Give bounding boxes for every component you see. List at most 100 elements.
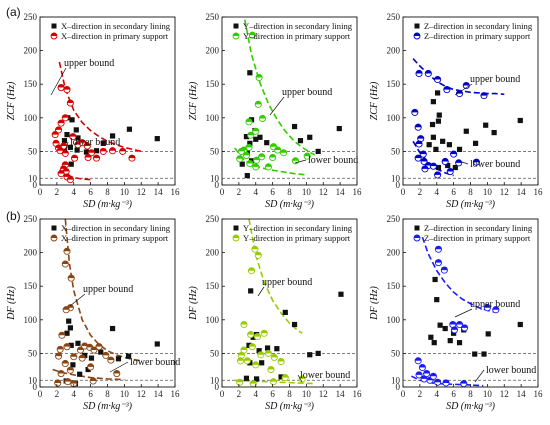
- primary-support-point-fill: [57, 147, 64, 151]
- y-axis-label: ZCF (Hz): [369, 81, 380, 120]
- primary-support-point-fill: [240, 321, 248, 325]
- primary-support-point-fill: [248, 267, 255, 271]
- y-tick-label: 200: [387, 46, 401, 56]
- x-tick-label: 12: [500, 187, 509, 197]
- primary-support-point-fill: [460, 380, 467, 384]
- primary-support-point-fill: [245, 144, 253, 148]
- legend-label-secondary: X–direction in secondary lining: [61, 21, 171, 31]
- x-tick-label: 10: [483, 187, 493, 197]
- x-tick-label: 16: [353, 389, 363, 399]
- lower-bound-label: lower bound: [470, 159, 520, 170]
- primary-support-point-fill: [86, 344, 93, 348]
- primary-support-point-fill: [70, 380, 77, 384]
- secondary-lining-point: [472, 351, 478, 357]
- primary-support-point-fill: [415, 371, 423, 375]
- secondary-lining-point: [428, 334, 434, 340]
- secondary-lining-point: [291, 123, 298, 130]
- primary-support-point-fill: [247, 132, 254, 136]
- secondary-lining-point: [483, 122, 489, 128]
- x-tick-label: 8: [468, 187, 473, 197]
- secondary-lining-point: [246, 342, 252, 348]
- secondary-lining-point: [154, 136, 160, 142]
- primary-support-point-fill: [62, 114, 69, 118]
- primary-support-point-fill: [461, 324, 468, 328]
- y-axis-label: DF (Hz): [369, 286, 380, 321]
- legend-marker-secondary: [414, 23, 420, 29]
- x-tick-label: 4: [72, 389, 77, 399]
- lower-bound-arrow: [474, 369, 485, 383]
- secondary-lining-point: [253, 376, 260, 382]
- primary-support-point-fill: [62, 360, 69, 364]
- secondary-lining-point: [69, 117, 75, 123]
- x-tick-label: 0: [220, 389, 225, 399]
- secondary-lining-point: [257, 134, 263, 140]
- lower-bound-arrow: [297, 374, 303, 383]
- y-tick-label: 0: [33, 382, 38, 392]
- primary-support-point-fill: [81, 342, 88, 347]
- primary-support-point-fill: [434, 171, 441, 175]
- secondary-lining-point: [481, 351, 487, 357]
- x-tick-label: 2: [237, 187, 242, 197]
- secondary-lining-point: [485, 331, 491, 337]
- secondary-lining-point: [491, 129, 497, 136]
- secondary-lining-point: [109, 325, 116, 332]
- secondary-lining-point: [436, 112, 442, 118]
- primary-support-point-fill: [100, 148, 107, 152]
- primary-support-point-fill: [69, 133, 77, 137]
- secondary-lining-point: [93, 148, 100, 154]
- primary-support-point-fill: [93, 155, 100, 159]
- y-tick-label: 50: [210, 348, 220, 358]
- plot-frame: [39, 16, 176, 186]
- x-tick-label: 10: [302, 389, 312, 399]
- primary-support-point-fill: [249, 343, 256, 347]
- secondary-lining-point: [73, 127, 79, 133]
- legend-label-primary: Z–direction in primary support: [424, 31, 531, 41]
- primary-support-point-fill: [84, 142, 91, 147]
- secondary-lining-point: [244, 172, 250, 179]
- legend-label-secondary: Z–direction in secondary lining: [424, 21, 533, 31]
- x-axis-label: SD (m·kg⁻³): [446, 199, 495, 210]
- figure-label-a: (a): [6, 5, 21, 19]
- upper-bound-label: upper bound: [470, 299, 520, 310]
- primary-support-point-fill: [442, 379, 450, 383]
- x-tick-label: 16: [171, 389, 181, 399]
- x-tick-label: 14: [154, 187, 164, 197]
- legend-marker-secondary: [51, 225, 57, 231]
- primary-support-point-fill: [415, 140, 423, 145]
- legend-marker-primary-fill: [233, 33, 239, 36]
- y-tick-label: 100: [206, 315, 220, 325]
- x-tick-label: 4: [435, 389, 440, 399]
- x-tick-label: 6: [270, 389, 275, 399]
- secondary-lining-point: [243, 375, 250, 381]
- secondary-lining-point: [517, 117, 523, 124]
- primary-support-point-fill: [419, 364, 426, 368]
- secondary-lining-point: [68, 342, 74, 348]
- x-axis-label: SD (m·kg⁻³): [265, 199, 314, 210]
- secondary-lining-point: [264, 140, 270, 146]
- primary-support-point-fill: [62, 260, 69, 265]
- primary-support-point-fill: [435, 259, 442, 263]
- lower-bound-label: lower bound: [70, 137, 120, 148]
- x-tick-label: 12: [319, 389, 328, 399]
- x-axis-label: SD (m·kg⁻³): [446, 401, 495, 412]
- primary-support-point-fill: [55, 126, 62, 130]
- primary-support-point-fill: [79, 139, 86, 143]
- upper-bound-arrow: [269, 96, 285, 116]
- lower-bound-label: lower bound: [486, 365, 536, 376]
- secondary-lining-point: [445, 162, 451, 169]
- x-tick-label: 8: [105, 187, 110, 197]
- x-tick-label: 4: [435, 187, 440, 197]
- secondary-lining-point: [264, 345, 271, 351]
- primary-support-point-fill: [254, 333, 261, 337]
- secondary-lining-point: [432, 276, 438, 283]
- x-tick-label: 14: [336, 389, 346, 399]
- x-tick-label: 2: [55, 187, 60, 197]
- upper-bound-arrow: [257, 286, 265, 297]
- primary-support-point-fill: [70, 353, 77, 357]
- primary-support-point-fill: [64, 378, 71, 382]
- legend-label-primary: Y–direction in primary support: [243, 233, 351, 243]
- x-tick-label: 8: [287, 389, 292, 399]
- primary-support-point-fill: [447, 168, 454, 172]
- y-tick-label: 50: [28, 348, 38, 358]
- legend-marker-primary-fill: [233, 235, 239, 238]
